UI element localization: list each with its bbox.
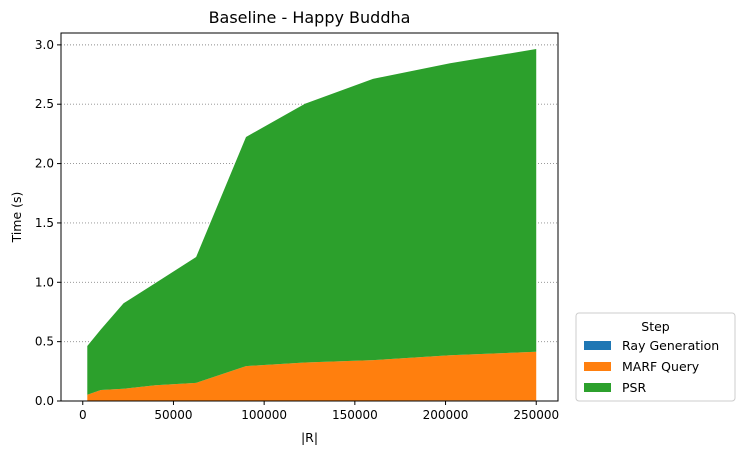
legend-label-marf-query: MARF Query bbox=[622, 359, 700, 374]
y-tick-label-6: 3.0 bbox=[35, 38, 54, 52]
x-tick-label-5: 250000 bbox=[513, 408, 559, 422]
area-series-group bbox=[87, 49, 537, 401]
plot-frame bbox=[60, 32, 559, 402]
legend: Step Ray Generation MARF Query PSR bbox=[575, 312, 736, 402]
y-tick-label-2: 1.0 bbox=[35, 275, 54, 289]
x-tick-label-2: 100000 bbox=[241, 408, 287, 422]
y-axis-ticks: 0.0 0.5 1.0 1.5 2.0 2.5 3.0 bbox=[35, 38, 61, 408]
x-tick-label-1: 50000 bbox=[154, 408, 192, 422]
legend-swatch-marf-query bbox=[584, 362, 611, 371]
x-axis-label: |R| bbox=[301, 430, 318, 445]
legend-label-ray-generation: Ray Generation bbox=[622, 338, 719, 353]
legend-frame bbox=[575, 312, 736, 402]
y-tick-label-1: 0.5 bbox=[35, 335, 54, 349]
legend-items: Ray Generation MARF Query PSR bbox=[584, 338, 719, 395]
chart-title: Baseline - Happy Buddha bbox=[209, 8, 411, 27]
legend-label-psr: PSR bbox=[622, 380, 646, 395]
y-axis-label: Time (s) bbox=[9, 192, 24, 244]
x-tick-label-3: 150000 bbox=[332, 408, 378, 422]
y-tick-label-4: 2.0 bbox=[35, 157, 54, 171]
legend-swatch-psr bbox=[584, 383, 611, 392]
x-axis-ticks: 0 50000 100000 150000 200000 250000 bbox=[79, 401, 559, 422]
area-marf-query bbox=[87, 351, 537, 401]
y-tick-label-3: 1.5 bbox=[35, 216, 54, 230]
area-psr bbox=[87, 49, 537, 395]
legend-title: Step bbox=[641, 319, 670, 334]
x-tick-label-4: 200000 bbox=[423, 408, 469, 422]
y-tick-label-5: 2.5 bbox=[35, 97, 54, 111]
legend-swatch-ray-generation bbox=[584, 341, 611, 350]
y-tick-label-0: 0.0 bbox=[35, 394, 54, 408]
x-tick-label-0: 0 bbox=[79, 408, 87, 422]
